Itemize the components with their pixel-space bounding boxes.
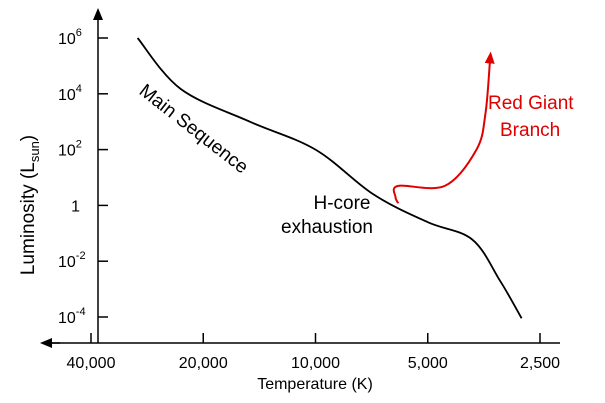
h-core-label: H-core bbox=[313, 193, 370, 214]
red-giant-label: Red Giant bbox=[488, 93, 574, 114]
branch-label: Branch bbox=[500, 120, 560, 141]
y-tick-label: 10-2 bbox=[58, 250, 86, 271]
red-giant-branch-curve bbox=[392, 51, 495, 204]
main-sequence-label: Main Sequence bbox=[135, 80, 252, 178]
exhaustion-label: exhaustion bbox=[281, 217, 373, 238]
y-tick-label: 1 bbox=[71, 198, 80, 215]
x-tick-label: 20,000 bbox=[179, 355, 228, 372]
y-tick-label: 10-4 bbox=[58, 306, 86, 327]
x-tick-label: 40,000 bbox=[67, 355, 116, 372]
y-tick-label: 106 bbox=[58, 27, 82, 48]
main-sequence-curve bbox=[136, 37, 523, 319]
x-axis-title: Temperature (K) bbox=[257, 376, 373, 393]
x-tick-label: 5,000 bbox=[408, 355, 448, 372]
x-tick-label: 2,500 bbox=[520, 355, 560, 372]
x-tick-label: 10,000 bbox=[291, 355, 340, 372]
y-axis-title: Luminosity (Lsun) bbox=[18, 135, 42, 275]
y-tick-label: 104 bbox=[58, 83, 82, 104]
y-tick-label: 102 bbox=[58, 139, 82, 160]
